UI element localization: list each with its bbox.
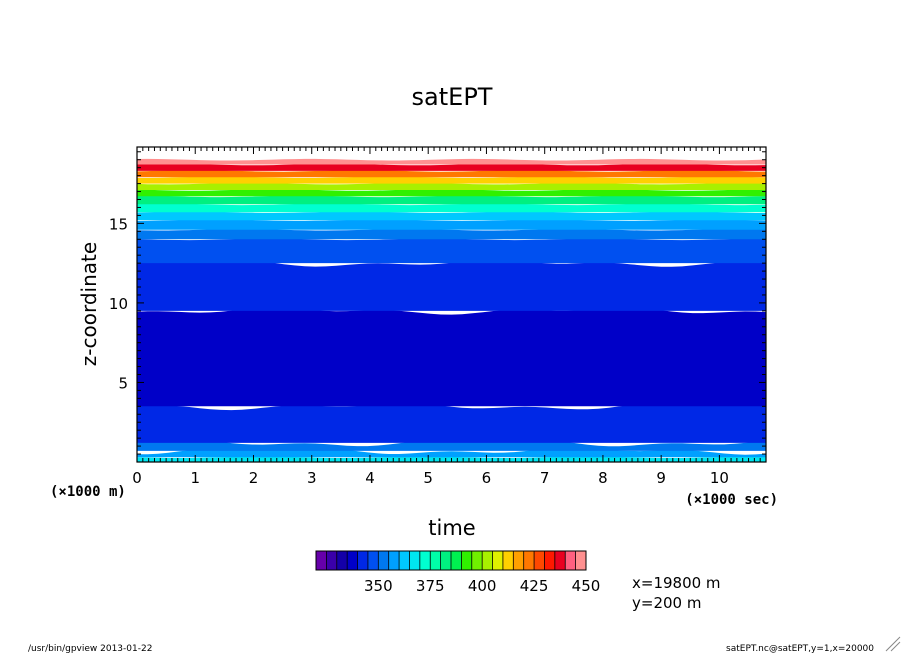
colorbar-swatch	[378, 551, 389, 570]
y-axis-label: z-coordinate	[77, 242, 101, 366]
y-position-note: y=200 m	[632, 594, 701, 612]
colorbar-swatch	[513, 551, 524, 570]
colorbar-swatch	[523, 551, 535, 570]
contour-band	[137, 439, 766, 451]
x-position-note: x=19800 m	[632, 574, 721, 592]
colorbar-swatch	[347, 551, 358, 570]
y-tick-label: 5	[118, 374, 128, 392]
colorbar-tick-label: 400	[468, 577, 497, 595]
colorbar-swatch	[419, 551, 431, 570]
contour-band	[137, 176, 766, 184]
x-tick-label: 6	[482, 469, 492, 487]
contour-band	[137, 219, 766, 230]
colorbar-swatch	[575, 551, 587, 570]
chart-title: satEPT	[412, 83, 493, 111]
x-tick-label: 7	[540, 469, 550, 487]
footer-right: satEPT.nc@satEPT,y=1,x=20000	[726, 644, 874, 654]
contour-band	[137, 402, 766, 443]
colorbar-swatch	[502, 551, 514, 570]
x-tick-label: 1	[190, 469, 200, 487]
colorbar-tick-label: 375	[416, 577, 445, 595]
colorbar-swatch	[388, 551, 400, 570]
colorbar-swatch	[471, 551, 483, 570]
x-tick-label: 5	[423, 469, 433, 487]
y-tick-label: 10	[109, 295, 128, 313]
y-unit-label: (×1000 m)	[50, 484, 126, 500]
colorbar-swatch	[326, 551, 338, 570]
contour-band	[137, 158, 766, 165]
x-tick-label: 8	[598, 469, 608, 487]
x-tick-label: 2	[249, 469, 259, 487]
x-tick-label: 0	[132, 469, 142, 487]
contour-band	[137, 170, 766, 178]
x-axis-label: time	[428, 516, 475, 540]
colorbar: 350 375 400 425 450	[315, 550, 601, 595]
y-tick-label: 15	[109, 215, 128, 233]
colorbar-swatch	[409, 551, 421, 570]
colorbar-swatch	[565, 551, 576, 570]
colorbar-swatch	[336, 551, 348, 570]
x-tick-label: 10	[710, 469, 729, 487]
contour-band	[137, 189, 766, 197]
contour-band	[137, 182, 766, 190]
contour-band	[137, 307, 766, 407]
colorbar-swatch	[399, 551, 410, 570]
plot-area: 0 1 2 3 4 5 6 7 8 9 10 5 10 15	[109, 146, 767, 487]
colorbar-swatch	[430, 551, 441, 570]
colorbar-swatch	[357, 551, 369, 570]
contour-band	[137, 238, 766, 264]
colorbar-tick-label: 350	[364, 577, 393, 595]
contour-band	[137, 195, 766, 205]
colorbar-swatch	[461, 551, 473, 570]
colorbar-tick-label: 425	[520, 577, 549, 595]
colorbar-swatch	[492, 551, 504, 570]
colorbar-swatch	[554, 551, 566, 570]
x-tick-label: 4	[365, 469, 375, 487]
colorbar-swatch	[534, 551, 545, 570]
contour-band	[137, 228, 766, 240]
colorbar-swatch	[451, 551, 462, 570]
x-tick-label: 3	[307, 469, 317, 487]
x-unit-label: (×1000 sec)	[685, 492, 778, 508]
colorbar-swatch	[367, 551, 379, 570]
contour-band	[137, 259, 766, 311]
colorbar-swatch	[544, 551, 556, 570]
corner-mark	[885, 636, 901, 652]
x-tick-label: 9	[656, 469, 666, 487]
colorbar-swatch	[316, 551, 327, 570]
contour-band	[137, 163, 766, 171]
colorbar-tick-label: 450	[572, 577, 601, 595]
colorbar-swatch	[440, 551, 452, 570]
contour-band	[137, 203, 766, 213]
contour-band	[137, 211, 766, 221]
footer-left: /usr/bin/gpview 2013-01-22	[28, 644, 152, 654]
colorbar-swatch	[482, 551, 493, 570]
